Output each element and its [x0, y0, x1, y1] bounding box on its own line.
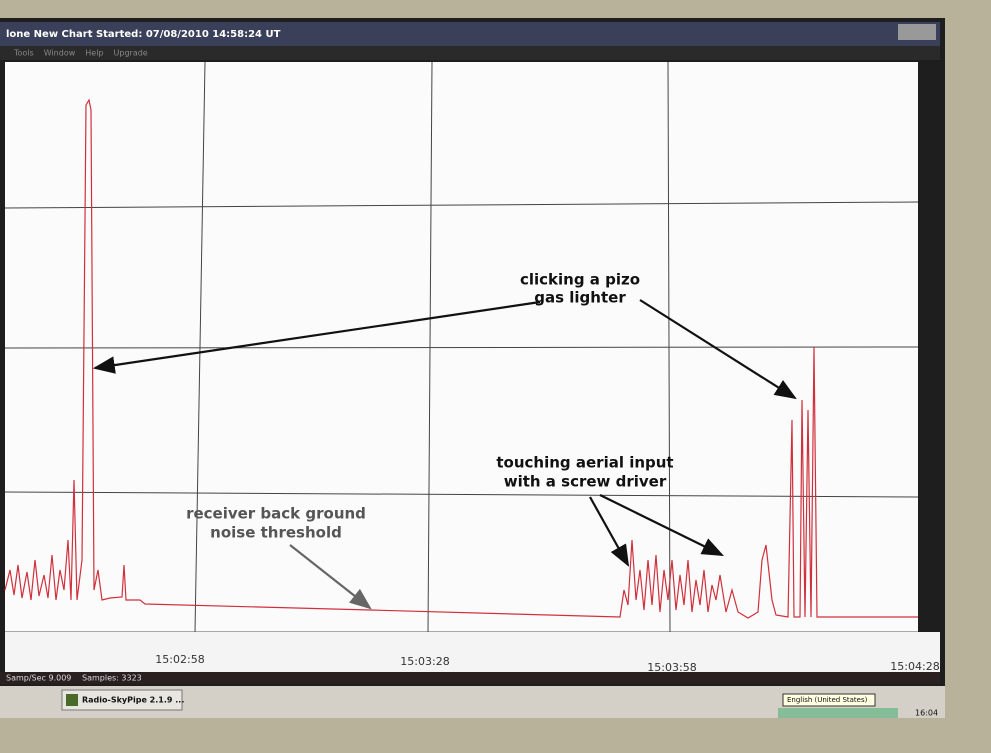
status-rate: Samp/Sec 9.009 [6, 674, 71, 683]
annotation: gas lighter [534, 289, 626, 307]
window-buttons[interactable] [898, 24, 936, 40]
taskbar-app: Radio-SkyPipe 2.1.9 ... [82, 696, 184, 705]
clock: 16:04 [915, 709, 938, 718]
screen-photo: lone New Chart Started: 07/08/2010 14:58… [0, 0, 991, 749]
window-title: lone New Chart Started: 07/08/2010 14:58… [6, 29, 281, 40]
x-label: 15:03:28 [400, 655, 449, 668]
menu-item[interactable]: Tools [13, 49, 34, 58]
page: lone New Chart Started: 07/08/2010 14:58… [0, 0, 991, 749]
x-label: 15:02:58 [155, 653, 204, 666]
annotation: noise threshold [210, 524, 342, 542]
annotation: touching aerial input [496, 454, 673, 472]
app-icon [66, 694, 78, 706]
menu-item[interactable]: Window [44, 49, 76, 58]
menu-item[interactable]: Upgrade [114, 49, 148, 58]
tooltip-text: English (United States) [787, 696, 868, 704]
status-samples: Samples: 3323 [82, 674, 142, 683]
annotation: clicking a pizo [520, 271, 640, 289]
annotation: with a screw driver [504, 473, 667, 491]
tray-icons[interactable] [778, 708, 898, 718]
annotation: receiver back ground [186, 505, 366, 523]
axis-strip [5, 632, 940, 676]
menu-item[interactable]: Help [85, 49, 103, 58]
x-label: 15:04:28 [890, 660, 939, 673]
